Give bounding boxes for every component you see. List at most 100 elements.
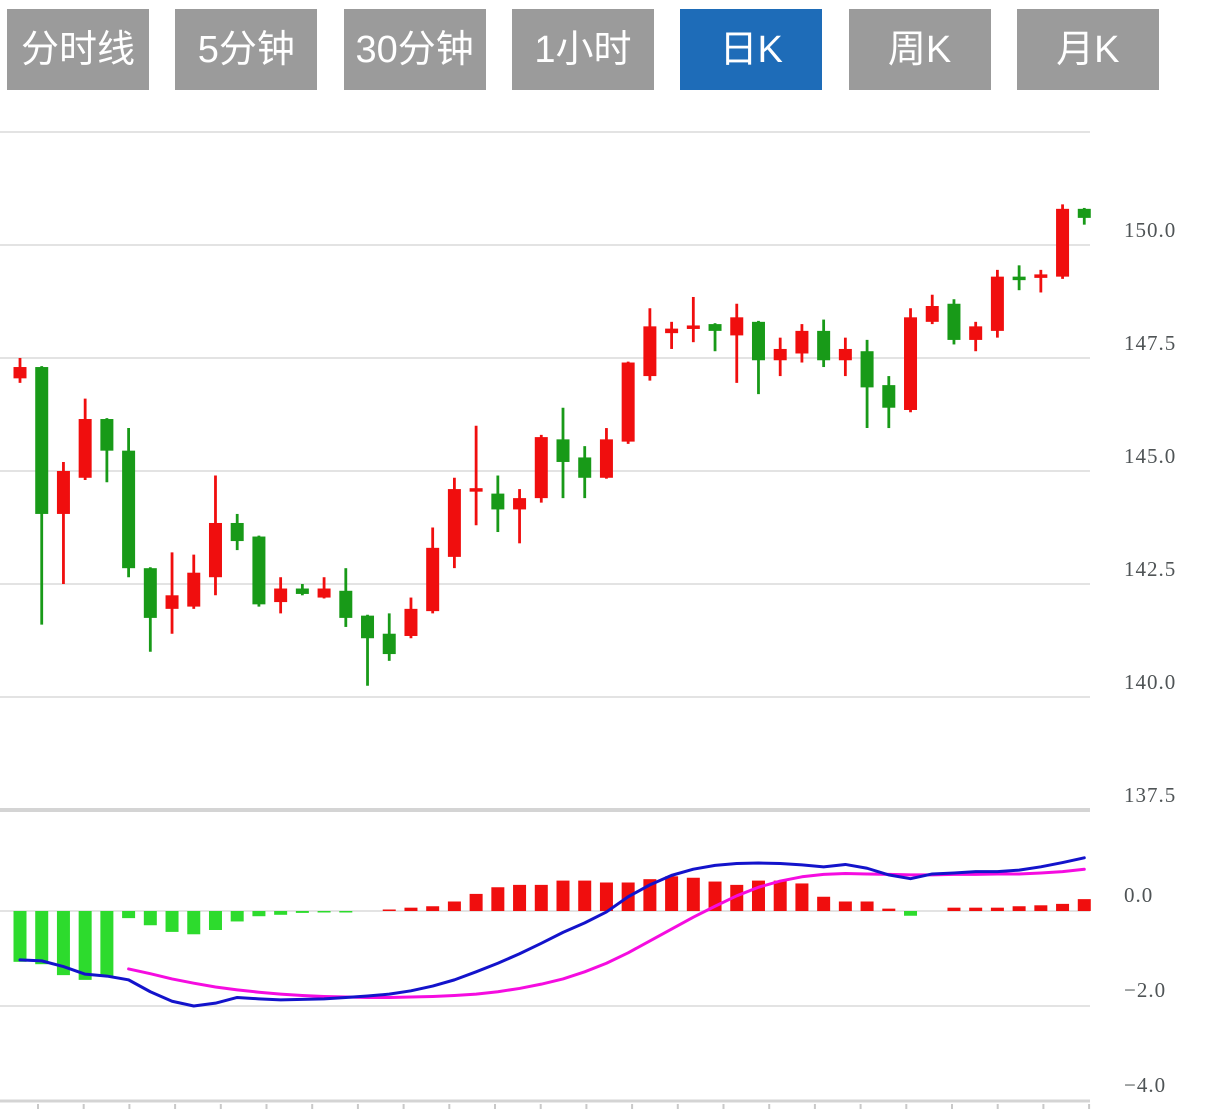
candle-body <box>317 588 331 598</box>
tab-minute-line[interactable]: 分时线 <box>7 9 149 90</box>
macd-histogram-bar <box>295 911 309 913</box>
macd-histogram-bar <box>447 901 461 911</box>
candle-body <box>621 362 635 442</box>
candle-body <box>578 457 592 478</box>
macd-histogram-bar <box>208 911 222 930</box>
macd-histogram-bar <box>165 911 179 932</box>
price-axis-label: 150.0 <box>1124 218 1176 242</box>
candle-body <box>556 439 570 462</box>
candle-body <box>469 488 483 492</box>
candle-body <box>404 608 418 636</box>
candle-body <box>295 588 309 594</box>
macd-histogram-bar <box>599 882 613 911</box>
macd-histogram-bar <box>78 911 92 980</box>
candle-body <box>534 437 548 499</box>
macd-histogram-bar <box>904 911 918 916</box>
macd-histogram-bar <box>230 911 244 922</box>
candle-body <box>904 317 918 410</box>
candle-body <box>1034 274 1048 278</box>
candle-body <box>78 419 92 478</box>
candle-body <box>1012 276 1026 281</box>
macd-histogram-bar <box>1077 899 1091 911</box>
candle-body <box>513 498 527 510</box>
candle-body <box>860 351 874 388</box>
candle-body <box>1077 208 1091 218</box>
price-axis-label: 140.0 <box>1124 670 1176 694</box>
macd-histogram-bar <box>860 901 874 911</box>
candle-body <box>817 330 831 361</box>
candle-body <box>1056 208 1070 277</box>
candle-body <box>882 385 896 408</box>
macd-histogram-bar <box>947 907 961 911</box>
macd-histogram-bar <box>491 887 505 911</box>
candle-body <box>274 588 288 603</box>
candle-body <box>361 615 375 639</box>
macd-histogram-bar <box>382 909 396 911</box>
macd-histogram-bar <box>339 911 353 913</box>
macd-histogram-bar <box>143 911 157 926</box>
candle-body <box>382 633 396 655</box>
tab-weekly-k[interactable]: 周K <box>848 9 991 90</box>
macd-histogram-bar <box>274 911 288 915</box>
tab-daily-k[interactable]: 日K <box>680 9 823 90</box>
candle-body <box>187 572 201 607</box>
price-axis-label: 142.5 <box>1124 557 1176 581</box>
macd-histogram-bar <box>534 884 548 911</box>
candle-body <box>491 493 505 510</box>
macd-histogram-bar <box>1012 906 1026 911</box>
macd-histogram-bar <box>100 911 114 977</box>
macd-histogram-bar <box>404 907 418 911</box>
macd-histogram-bar <box>795 883 809 911</box>
macd-histogram-bar <box>665 876 679 911</box>
macd-histogram-bar <box>730 884 744 911</box>
macd-axis-label: 0.0 <box>1124 883 1153 907</box>
candle-body <box>56 471 70 514</box>
macd-histogram-bar <box>13 911 27 962</box>
candle-body <box>773 348 787 361</box>
tab-1hour[interactable]: 1小时 <box>511 9 654 90</box>
candle-body <box>447 489 461 557</box>
macd-axis-label: −2.0 <box>1124 978 1166 1002</box>
macd-histogram-bar <box>35 911 49 965</box>
macd-histogram-bar <box>122 911 136 919</box>
candle-body <box>122 450 136 569</box>
macd-histogram-bar <box>252 911 266 917</box>
candle-body <box>838 348 852 361</box>
candle-body <box>165 595 179 609</box>
candle-body <box>643 326 657 377</box>
timeframe-tabbar: 分时线 5分钟 30分钟 1小时 日K 周K 月K <box>0 0 1205 100</box>
candle-body <box>252 536 266 605</box>
price-axis-label: 145.0 <box>1124 444 1176 468</box>
macd-histogram-bar <box>513 884 527 911</box>
macd-histogram-bar <box>317 911 331 913</box>
macd-histogram-bar <box>1034 905 1048 911</box>
candle-body <box>339 590 353 618</box>
price-axis-label: 137.5 <box>1124 783 1176 807</box>
candle-body <box>426 547 440 612</box>
macd-dif-line <box>18 856 1086 1008</box>
candle-body <box>795 330 809 354</box>
macd-histogram-bar <box>56 911 70 976</box>
tab-monthly-k[interactable]: 月K <box>1016 9 1159 90</box>
macd-histogram-bar <box>990 907 1004 911</box>
candle-body <box>686 325 700 329</box>
macd-axis-label: −4.0 <box>1124 1073 1166 1097</box>
macd-histogram-bar <box>686 877 700 911</box>
candle-body <box>708 324 722 331</box>
candle-body <box>665 328 679 334</box>
macd-histogram-bar <box>1056 903 1070 911</box>
macd-histogram-bar <box>969 907 983 911</box>
tab-5min[interactable]: 5分钟 <box>175 9 318 90</box>
candle-body <box>13 367 27 379</box>
candle-body <box>730 317 744 336</box>
macd-histogram-bar <box>469 893 483 911</box>
candle-body <box>100 419 114 451</box>
tab-30min[interactable]: 30分钟 <box>343 9 486 90</box>
macd-histogram-bar <box>882 908 896 911</box>
macd-histogram-bar <box>187 911 201 935</box>
price-axis-label: 147.5 <box>1124 331 1176 355</box>
candle-body <box>599 439 613 478</box>
macd-histogram-bar <box>556 880 570 911</box>
macd-histogram-bar <box>838 901 852 911</box>
